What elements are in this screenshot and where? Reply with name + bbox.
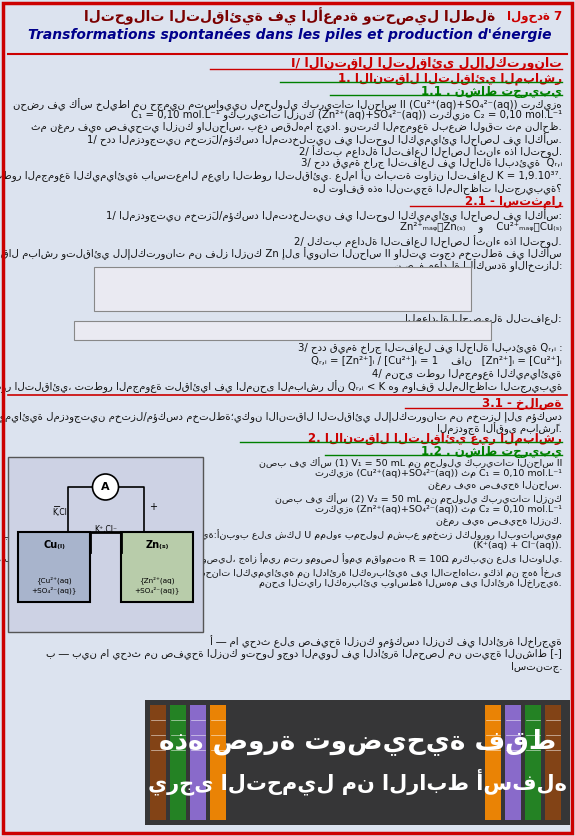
Text: ثم نغمر فيه صفيحتي الزنك والنحاس، بعد صقلهما جيدا. ونترك المجموعة لبعض الوقت ثم : ثم نغمر فيه صفيحتي الزنك والنحاس، بعد صق… (31, 121, 562, 132)
FancyBboxPatch shape (170, 705, 186, 820)
FancyBboxPatch shape (94, 267, 471, 311)
Text: 1.2 . نشاط تجريبي: 1.2 . نشاط تجريبي (421, 445, 562, 458)
Bar (8, 457, 203, 632)
Text: 2. الانتقال التلقائي غير المباشر: 2. الانتقال التلقائي غير المباشر (308, 432, 562, 445)
Text: A: A (101, 482, 110, 492)
Text: Transformations spontanées dans les piles et production d'énergie: Transformations spontanées dans les pile… (28, 28, 552, 43)
Text: K⁺,Cl⁻: K⁺,Cl⁻ (94, 525, 117, 534)
Text: نصب في كأس (1) V₁ = 50 mL من محلولي كبريتات النحاس II: نصب في كأس (1) V₁ = 50 mL من محلولي كبري… (259, 457, 562, 468)
Text: K,Cl: K,Cl (52, 507, 67, 517)
Text: ب ― بين ما يحدث من صفيحة الزنك وتحول وجود الميول في الدائرة المحصل من نتيجة النش: ب ― بين ما يحدث من صفيحة الزنك وتحول وجو… (46, 648, 562, 659)
Text: تركيزه (Cu²⁺(aq)+SO₄²⁻(aq)) ثم C₁ = 0,10 mol.L⁻¹: تركيزه (Cu²⁺(aq)+SO₄²⁻(aq)) ثم C₁ = 0,10… (315, 469, 562, 478)
Text: Zn₍ₛ₎: Zn₍ₛ₎ (145, 540, 168, 550)
Text: استنتج.: استنتج. (511, 661, 562, 672)
Text: 3/ حدد قيمة خارج التفاعل في الحالة البدئية  Qᵣ,ᵢ: 3/ حدد قيمة خارج التفاعل في الحالة البدئ… (301, 157, 562, 168)
Text: 2/ أكتب معادلة التفاعل الحاصل أثناء هذا التحول.: 2/ أكتب معادلة التفاعل الحاصل أثناء هذا … (299, 145, 562, 158)
Text: (K⁺(aq) + Cl⁻(aq)).: (K⁺(aq) + Cl⁻(aq)). (473, 541, 562, 550)
Text: نصل بين الصفيحتين بواسطة قنطرة أيونية:أنبوب على شكل U مملوء بمحلول مشبع ومختز لك: نصل بين الصفيحتين بواسطة قنطرة أيونية:أن… (0, 529, 562, 540)
Text: 4/ منحى تطور المجموعة الكيميائية: 4/ منحى تطور المجموعة الكيميائية (373, 368, 562, 379)
Text: 3.1 - خلاصة: 3.1 - خلاصة (482, 397, 562, 410)
Bar (121, 532, 193, 602)
Text: الوحدة 7: الوحدة 7 (507, 10, 562, 23)
Text: 2/ لكتب معادلة التفاعل الحاصل أثناء هذا التحول.: 2/ لكتب معادلة التفاعل الحاصل أثناء هذا … (294, 235, 562, 248)
Text: +SO₄²⁻(aq)}: +SO₄²⁻(aq)} (134, 586, 180, 594)
Text: 2.1 - استثمار: 2.1 - استثمار (465, 195, 562, 208)
Text: Cu²⁺(aq) + Zn(s)  ⇌  Zn²⁺(aq) + Cu(s): Cu²⁺(aq) + Zn(s) ⇌ Zn²⁺(aq) + Cu(s) (164, 325, 400, 338)
Text: 3/ حدد قيمة خارج التفاعل في الحالة البدئية Qᵣ,ᵢ :: 3/ حدد قيمة خارج التفاعل في الحالة البدئ… (297, 342, 562, 353)
Text: المزدوجة الأقوى مباشرًا.: المزدوجة الأقوى مباشرًا. (437, 422, 562, 435)
Text: هل توافق هذه النتيجة الملاحظات التجريبية؟: هل توافق هذه النتيجة الملاحظات التجريبية… (313, 183, 562, 194)
Text: يرجى التحميل من الرابط أسفله: يرجى التحميل من الرابط أسفله (148, 768, 567, 795)
Bar (18, 532, 90, 602)
Text: 1/ حدد المزدوجتين مختزَل/مؤكسد المتدخلتين في التحول الكيميائي الحاصل في الكأس.: 1/ حدد المزدوجتين مختزَل/مؤكسد المتدخلتي… (87, 133, 562, 145)
Text: −: − (53, 502, 62, 512)
FancyBboxPatch shape (545, 705, 561, 820)
Text: 4/ استنتج منحى تطور المجموعة الكيميائية باستعمال معيار التطور التلقائي. علما أن : 4/ استنتج منحى تطور المجموعة الكيميائية … (0, 169, 562, 182)
FancyBboxPatch shape (150, 705, 166, 820)
FancyBboxPatch shape (190, 705, 206, 820)
Text: {Zn²⁺(aq): {Zn²⁺(aq) (139, 576, 175, 584)
Text: +SO₄²⁻(aq)}: +SO₄²⁻(aq)} (31, 586, 76, 594)
Text: Qᵣ,ᵢ = [Zn²⁺]ᵢ / [Cu²⁺]ᵢ = 1    فان   [Zn²⁺]ᵢ = [Cu²⁺]ᵢ: Qᵣ,ᵢ = [Zn²⁺]ᵢ / [Cu²⁺]ᵢ = 1 فان [Zn²⁺]ᵢ… (311, 355, 562, 365)
Text: نغمر فيه صفيحة الزنك.: نغمر فيه صفيحة الزنك. (436, 517, 562, 526)
Text: نصف معادلة الأكسدة والاختزال:: نصف معادلة الأكسدة والاختزال: (394, 259, 562, 272)
Text: التحولات التلقائية في الأعمدة وتحصيل الطلة: التحولات التلقائية في الأعمدة وتحصيل الط… (85, 8, 496, 26)
Text: Zn(s)  ⇌  Zn²⁺(aq) + 2e⁻: Zn(s) ⇌ Zn²⁺(aq) + 2e⁻ (205, 272, 359, 285)
Text: Cu²⁺(aq) + 2e⁻  ⇌  Cu(s): Cu²⁺(aq) + 2e⁻ ⇌ Cu(s) (205, 286, 359, 299)
Text: نربط بين الصفيحتين، بواسطة أسلاك التوصيل، جهاز أمير متر وموصل أومي مقاومته R = 1: نربط بين الصفيحتين، بواسطة أسلاك التوصيل… (0, 553, 562, 564)
Text: 1.1 . نشاط تجريبي: 1.1 . نشاط تجريبي (421, 85, 562, 98)
Text: Zn²⁺ₘₐᵩ⧱Zn₍ₛ₎    و    Cu²⁺ₘₐᵩ⧱Cu₍ₛ₎: Zn²⁺ₘₐᵩ⧱Zn₍ₛ₎ و Cu²⁺ₘₐᵩ⧱Cu₍ₛ₎ (400, 221, 562, 232)
Text: نغمر فيه صفيحة النحاس.: نغمر فيه صفيحة النحاس. (428, 481, 562, 490)
Text: منحى التيار الكهربائي بواسطة السهم في الدائرة الخارجية.: منحى التيار الكهربائي بواسطة السهم في ال… (259, 579, 562, 588)
Text: نذكر مختلف حالات الشحنات الكيميائية من الدائرة الكهربائية في الاتجاهات، وكذا من : نذكر مختلف حالات الشحنات الكيميائية من ا… (87, 567, 562, 578)
Text: تم انتقال مباشر وتلقائي للإلكترونات من فلز الزنك Zn إلى أيونات النحاس II والتي ت: تم انتقال مباشر وتلقائي للإلكترونات من ف… (0, 247, 562, 260)
Text: +: + (150, 502, 158, 512)
Text: 1. الانتقال التلقائي المباشر: 1. الانتقال التلقائي المباشر (338, 72, 562, 85)
Text: {Cu²⁺(aq): {Cu²⁺(aq) (36, 576, 72, 584)
Text: هذه صورة توضيحية فقط: هذه صورة توضيحية فقط (159, 728, 556, 755)
Text: نحضر في كأس خليطا من حجمين متساويين لمحلولي كبريتات النحاس II (Cu²⁺(aq)+SO₄²⁻(aq: نحضر في كأس خليطا من حجمين متساويين لمحل… (13, 98, 562, 111)
Bar (145, 700, 570, 825)
Text: I/ الانتقال التلقائي للإلكترونات: I/ الانتقال التلقائي للإلكترونات (292, 57, 562, 70)
Text: المعادلة الحصيلة للتفاعل:: المعادلة الحصيلة للتفاعل: (405, 313, 562, 324)
FancyBboxPatch shape (505, 705, 521, 820)
Text: C₁ = 0,10 mol.L⁻¹ وكبريتات الزنك (Zn²⁺(aq)+SO₄²⁻(aq)) تركيزه C₂ = 0,10 mol.L⁻¹: C₁ = 0,10 mol.L⁻¹ وكبريتات الزنك (Zn²⁺(a… (131, 109, 562, 120)
Text: تركيزه (Zn²⁺(aq)+SO₄²⁻(aq)) ثم C₂ = 0,10 mol.L⁻¹: تركيزه (Zn²⁺(aq)+SO₄²⁻(aq)) ثم C₂ = 0,10… (315, 505, 562, 514)
Text: عندما تكون الأنواع الكيميائية لمزدوجتين مختزل/مؤكسد مختلطة؛يكون الانتقال التلقائ: عندما تكون الأنواع الكيميائية لمزدوجتين … (0, 410, 562, 423)
FancyBboxPatch shape (74, 321, 491, 340)
FancyBboxPatch shape (525, 705, 541, 820)
Circle shape (93, 474, 118, 500)
Text: نصب في كأس (2) V₂ = 50 mL من محلولي كبريتات الزنك: نصب في كأس (2) V₂ = 50 mL من محلولي كبري… (275, 493, 562, 504)
Text: أ ― ما يحدث على صفيحة الزنك ومؤكسد الزنك في الدائرة الخارجية: أ ― ما يحدث على صفيحة الزنك ومؤكسد الزنك… (210, 635, 562, 648)
Text: 1/ المزدوجتين مختزَل/مؤكسد المتدخلتين في التحول الكيميائي الحاصل في الكأس:: 1/ المزدوجتين مختزَل/مؤكسد المتدخلتين في… (106, 209, 562, 222)
FancyBboxPatch shape (485, 705, 501, 820)
Text: باستعمال معيار التطور التلقائي، تتطور المجموعة تلقائيا في المنحى المباشر لأن Qᵣ,: باستعمال معيار التطور التلقائي، تتطور ال… (0, 380, 562, 393)
Text: Cu₍ₗ₎: Cu₍ₗ₎ (43, 540, 65, 550)
FancyBboxPatch shape (210, 705, 226, 820)
